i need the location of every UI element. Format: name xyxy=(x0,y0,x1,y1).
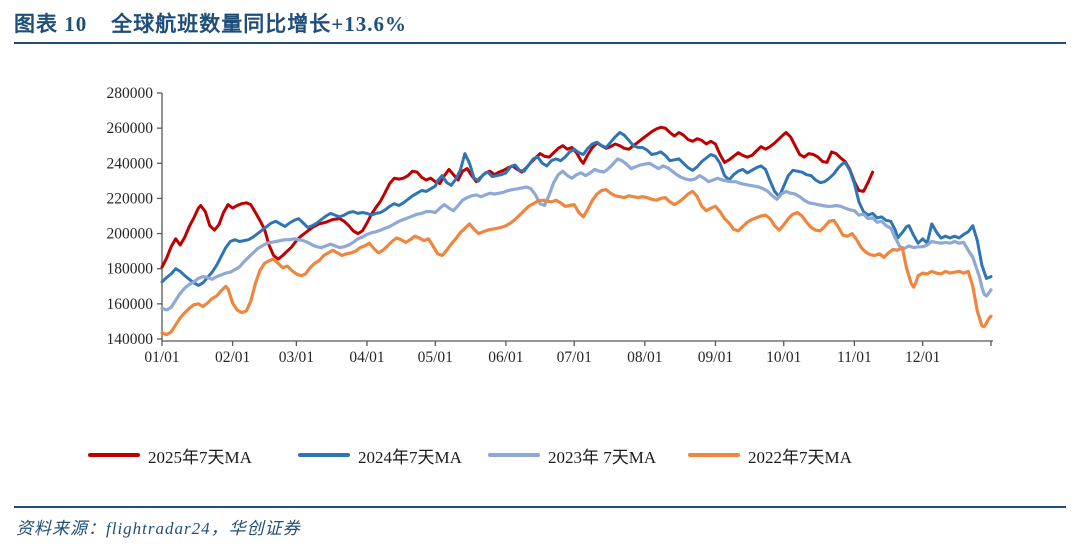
y-axis-label: 160000 xyxy=(107,296,154,313)
x-axis-label: 01/01 xyxy=(144,349,179,366)
chart-title-text: 全球航班数量同比增长+13.6% xyxy=(111,12,407,36)
x-axis-label: 04/01 xyxy=(349,349,384,366)
chart-legend: 2025年7天MA 2024年7天MA 2023年 7天MA 2022年7天MA xyxy=(0,444,1080,467)
legend-swatch-2023 xyxy=(488,453,540,457)
x-axis-label: 10/01 xyxy=(766,349,801,366)
y-axis-label: 200000 xyxy=(107,226,154,243)
legend-item-2025: 2025年7天MA xyxy=(88,444,252,467)
x-axis-label: 02/01 xyxy=(215,349,250,366)
x-axis-label: 08/01 xyxy=(627,349,662,366)
x-axis-label: 09/01 xyxy=(698,349,733,366)
x-axis-label: 07/01 xyxy=(557,349,592,366)
x-axis-label: 06/01 xyxy=(488,349,523,366)
legend-item-2023: 2023年 7天MA xyxy=(488,444,657,467)
title-divider xyxy=(14,42,1066,44)
legend-item-2022: 2022年7天MA xyxy=(688,444,852,467)
y-axis-label: 220000 xyxy=(107,190,154,207)
y-axis-label: 180000 xyxy=(107,261,154,278)
legend-label-2025: 2025年7天MA xyxy=(148,447,252,467)
x-axis-label: 03/01 xyxy=(279,349,314,366)
chart-title-label: 图表 10 xyxy=(14,12,88,36)
series-line-2024 xyxy=(160,131,993,287)
series-line-2025 xyxy=(160,125,875,269)
y-axis-label: 260000 xyxy=(107,120,154,137)
legend-item-2024: 2024年7天MA xyxy=(298,444,462,467)
legend-label-2024: 2024年7天MA xyxy=(358,447,462,467)
footer-divider xyxy=(14,506,1066,508)
chart-title: 图表 10 全球航班数量同比增长+13.6% xyxy=(14,8,407,38)
legend-swatch-2022 xyxy=(688,453,740,457)
y-axis-label: 280000 xyxy=(107,85,154,102)
series-line-2023 xyxy=(160,157,993,312)
x-axis-label: 11/01 xyxy=(837,349,872,366)
x-axis-label: 12/01 xyxy=(905,349,940,366)
legend-swatch-2025 xyxy=(88,453,140,457)
legend-label-2023: 2023年 7天MA xyxy=(548,447,657,467)
x-axis-label: 05/01 xyxy=(418,349,453,366)
legend-label-2022: 2022年7天MA xyxy=(748,447,852,467)
source-note: 资料来源：flightradar24，华创证券 xyxy=(16,519,301,538)
y-axis-label: 140000 xyxy=(107,331,154,348)
y-axis-label: 240000 xyxy=(107,155,154,172)
legend-swatch-2024 xyxy=(298,453,350,457)
series-line-2022 xyxy=(160,188,993,337)
